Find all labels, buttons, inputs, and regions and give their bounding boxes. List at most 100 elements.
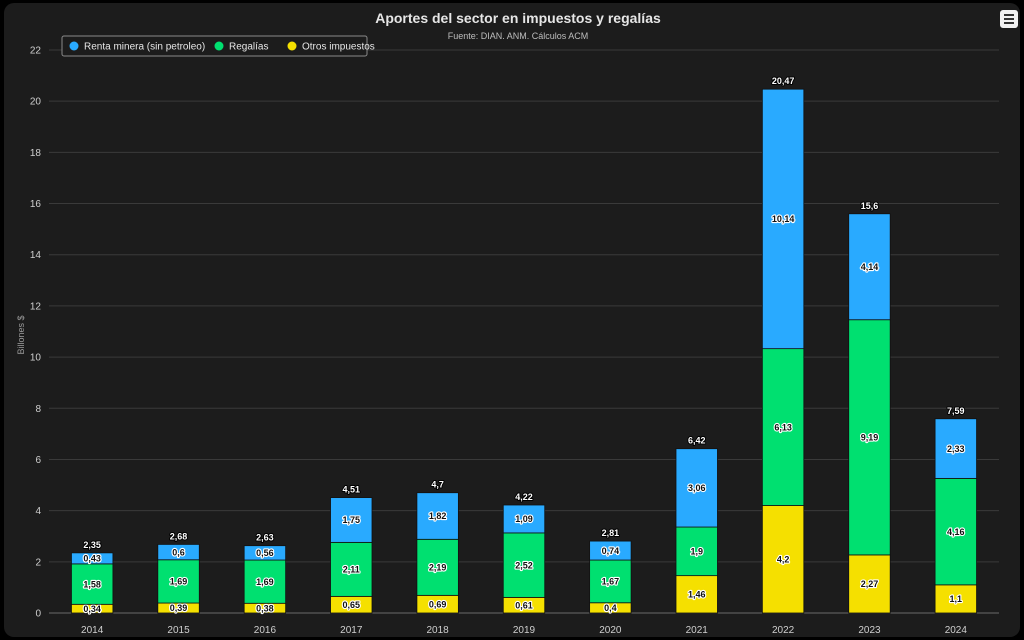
x-tick-label: 2021	[686, 625, 709, 636]
data-label: 2,52	[515, 560, 533, 570]
data-label: 9,19	[861, 433, 879, 443]
x-tick-label: 2022	[772, 625, 795, 636]
x-tick-label: 2018	[427, 625, 450, 636]
bar-segment	[934, 477, 977, 586]
x-axis-ticks: 2014 2015 2016 2017 2018 2019 2020 2021 2022 2023…	[81, 625, 967, 636]
bar-segment	[761, 505, 805, 614]
data-label: 0,61	[515, 600, 533, 610]
legend-item[interactable]: Regalías	[214, 41, 269, 53]
y-tick-label: 8	[35, 404, 41, 415]
data-label: 2,27	[861, 579, 879, 589]
bar-segment	[71, 563, 114, 605]
total-label: 2,63	[256, 533, 274, 543]
bar-segment	[330, 497, 373, 543]
data-label: 0,65	[343, 600, 361, 610]
data-label: 4,14	[861, 262, 879, 272]
legend-marker	[214, 41, 224, 51]
bar-segment	[675, 448, 718, 528]
total-label: 4,22	[515, 492, 533, 502]
bar-segment	[243, 545, 287, 561]
y-tick-label: 2	[35, 557, 41, 568]
x-tick-label: 2015	[167, 625, 190, 636]
data-label: 0,69	[429, 599, 447, 609]
legend-label: Renta minera (sin petroleo)	[84, 42, 205, 53]
bar-segment	[330, 541, 373, 597]
data-label: 3,06	[688, 483, 706, 493]
total-label: 15,6	[861, 201, 879, 211]
chart-subtitle: Fuente: DIAN. ANM. Cálculos ACM	[448, 31, 589, 41]
bar-segment	[675, 575, 718, 614]
data-label: 1,82	[429, 511, 447, 521]
legend-item[interactable]: Renta minera (sin petroleo)	[69, 41, 206, 53]
bar-segment	[416, 492, 459, 540]
y-tick-label: 12	[30, 301, 42, 312]
bar-segment	[675, 526, 718, 577]
data-label: 10,14	[772, 214, 795, 224]
data-label: 0,56	[256, 548, 274, 558]
data-label: 0,34	[83, 604, 101, 614]
y-tick-label: 4	[35, 506, 41, 517]
y-tick-label: 16	[30, 199, 42, 210]
bar-segment	[589, 540, 632, 561]
x-tick-label: 2016	[254, 625, 277, 636]
legend: Renta minera (sin petroleo) Regalías Otros…	[61, 35, 375, 57]
data-label: 0,39	[170, 603, 188, 613]
total-label: 2,35	[83, 540, 101, 550]
y-axis-ticks: 0 2 4 6 8 10 12 14 16 18 20 22	[30, 46, 42, 620]
legend-item[interactable]: Otros impuestos	[287, 41, 375, 53]
x-tick-label: 2014	[81, 625, 104, 636]
y-tick-label: 22	[30, 46, 42, 57]
data-label: 6,13	[774, 422, 792, 432]
data-label: 1,58	[83, 579, 101, 589]
y-axis-label: Billones $	[16, 315, 26, 354]
legend-marker	[69, 41, 79, 51]
bar-segment	[243, 559, 287, 604]
legend-label: Otros impuestos	[302, 42, 375, 53]
stacked-bar-chart: Aportes del sector en impuestos y regalí…	[16, 10, 999, 636]
total-label: 2,81	[602, 528, 620, 538]
legend-label: Regalías	[229, 42, 268, 53]
x-tick-label: 2024	[945, 625, 968, 636]
bar-segment	[761, 88, 805, 350]
bar-segment	[502, 504, 546, 534]
data-label: 0,43	[83, 554, 101, 564]
y-tick-label: 0	[35, 609, 41, 620]
data-label: 1,69	[170, 577, 188, 587]
data-label: 1,1	[950, 594, 963, 604]
y-tick-label: 10	[30, 353, 42, 364]
data-label: 1,46	[688, 590, 706, 600]
chart-title: Aportes del sector en impuestos y regalí…	[375, 10, 661, 26]
y-tick-label: 18	[30, 148, 42, 159]
hamburger-menu-icon[interactable]	[1000, 10, 1018, 28]
total-label: 2,68	[170, 531, 188, 541]
bar-segment	[589, 559, 632, 604]
data-label: 0,6	[172, 547, 185, 557]
y-tick-label: 20	[30, 97, 42, 108]
total-label: 6,42	[688, 436, 706, 446]
data-label: 0,4	[604, 603, 617, 613]
x-tick-label: 2023	[858, 625, 881, 636]
bar-segment	[848, 319, 891, 556]
data-label: 0,74	[602, 546, 620, 556]
x-tick-label: 2017	[340, 625, 363, 636]
bar-segment	[71, 552, 114, 565]
data-label: 0,38	[256, 603, 274, 613]
data-label: 2,19	[429, 563, 447, 573]
data-label: 1,75	[343, 515, 361, 525]
data-label: 1,9	[690, 547, 703, 557]
data-label: 4,16	[947, 527, 965, 537]
total-label: 20,47	[772, 76, 795, 86]
bar-segment	[934, 418, 977, 479]
bar-segment	[761, 348, 805, 506]
bar-segment	[416, 538, 459, 596]
data-label: 2,33	[947, 444, 965, 454]
data-label: 1,67	[602, 577, 620, 587]
data-label: 4,2	[777, 554, 790, 564]
bar-segment	[848, 213, 891, 321]
bars: 0,34 1,58 0,43 2,35 0,39 1,69 0,6 2,68 0,38 1,69 0…	[71, 75, 977, 615]
x-tick-label: 2020	[599, 625, 622, 636]
total-label: 7,59	[947, 406, 965, 416]
total-label: 4,7	[431, 480, 444, 490]
data-label: 2,11	[343, 565, 360, 575]
y-tick-label: 6	[35, 455, 41, 466]
